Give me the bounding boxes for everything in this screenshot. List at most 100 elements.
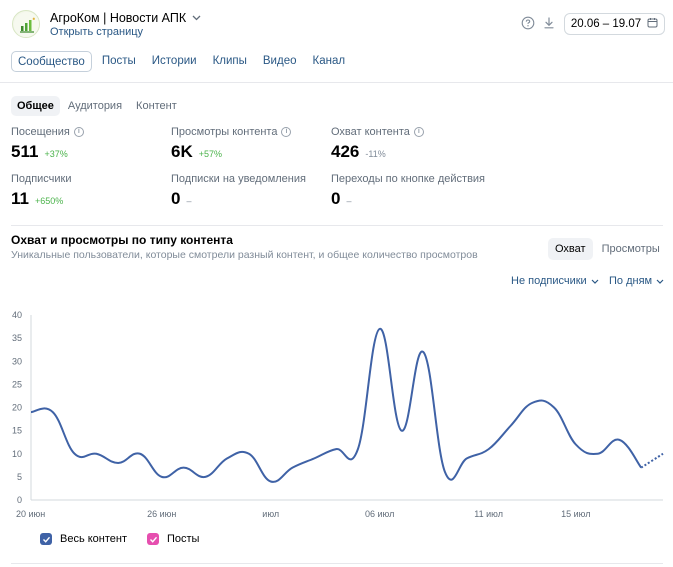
data-point[interactable]	[137, 451, 143, 457]
data-point[interactable]	[311, 455, 317, 461]
data-point[interactable]	[28, 409, 34, 415]
checkbox-checked-icon[interactable]	[147, 533, 159, 545]
data-point[interactable]	[573, 442, 579, 448]
data-point[interactable]	[290, 465, 296, 471]
y-tick-label: 0	[17, 495, 22, 505]
community-avatar[interactable]	[12, 10, 40, 38]
metric-label: Подписки на уведомления	[171, 173, 306, 185]
metric-subscribers: Подписчики 11 +650%	[11, 173, 72, 209]
metric-label: Подписчики	[11, 173, 72, 185]
metric-delta: +57%	[198, 149, 223, 159]
stats-subtabs: Общее Аудитория Контент	[11, 96, 183, 116]
chevron-down-icon	[192, 13, 201, 23]
legend-label: Посты	[167, 533, 200, 545]
section-divider	[11, 225, 663, 226]
x-tick-label: 26 июн	[147, 509, 176, 519]
info-icon[interactable]: i	[281, 127, 292, 137]
reach-line-chart[interactable]: 0 5 10 15 20 25 30 35 40 20 июн 26 июн июл 06 июл 11 …	[0, 300, 673, 525]
data-point[interactable]	[202, 474, 208, 480]
y-tick-label: 20	[12, 403, 22, 413]
audience-filter-label: Не подписчики	[511, 275, 587, 287]
info-icon[interactable]: i	[413, 127, 424, 137]
y-tick-label: 35	[12, 333, 22, 343]
info-icon[interactable]: i	[73, 127, 84, 137]
tab-channel[interactable]: Канал	[312, 55, 346, 67]
calendar-icon	[647, 17, 658, 31]
legend-label: Весь контент	[60, 533, 128, 545]
community-title: АгроКом | Новости АПК	[50, 11, 187, 25]
metric-notification-subs: Подписки на уведомления 0 –	[171, 173, 306, 209]
y-tick-label: 30	[12, 356, 22, 366]
chevron-down-icon	[656, 275, 664, 287]
data-point[interactable]	[398, 428, 404, 434]
series-line-all-content[interactable]	[30, 327, 643, 483]
y-tick-label: 5	[17, 472, 22, 482]
subtab-content[interactable]: Контент	[136, 100, 177, 112]
data-point[interactable]	[464, 455, 470, 461]
metric-delta: -11%	[365, 149, 386, 159]
data-point[interactable]	[486, 446, 492, 452]
metric-toggle: Охват Просмотры	[548, 238, 667, 260]
y-tick-label: 40	[12, 310, 22, 320]
data-point[interactable]	[246, 451, 252, 457]
metric-action-button-clicks: Переходы по кнопке действия 0 –	[331, 173, 485, 209]
data-point[interactable]	[50, 409, 56, 415]
metric-delta: +650%	[34, 196, 64, 206]
data-point[interactable]	[616, 437, 622, 443]
tab-posts[interactable]: Посты	[101, 55, 136, 67]
period-filter-dropdown[interactable]: По дням	[609, 275, 664, 287]
y-tick-label: 25	[12, 379, 22, 389]
subtab-general[interactable]: Общее	[11, 96, 60, 116]
data-point[interactable]	[551, 405, 557, 411]
header-divider	[0, 82, 673, 83]
checkbox-checked-icon[interactable]	[40, 533, 52, 545]
data-point[interactable]	[507, 423, 513, 429]
data-point[interactable]	[159, 474, 165, 480]
help-icon[interactable]	[521, 16, 535, 30]
data-point[interactable]	[420, 349, 426, 355]
tab-stories[interactable]: Истории	[151, 55, 197, 67]
legend-item-posts[interactable]: Посты	[147, 533, 199, 545]
data-point[interactable]	[377, 326, 383, 332]
data-point[interactable]	[115, 460, 121, 466]
metric-value: 426	[331, 142, 360, 161]
metric-delta: +37%	[44, 149, 68, 159]
community-title-dropdown[interactable]: АгроКом | Новости АПК	[50, 11, 201, 25]
y-tick-label: 15	[12, 426, 22, 436]
chart-subtitle: Уникальные пользователи, которые смотрел…	[11, 249, 478, 261]
chart-title: Охват и просмотры по типу контента	[11, 233, 233, 247]
tab-clips[interactable]: Клипы	[212, 55, 247, 67]
data-point[interactable]	[529, 400, 535, 406]
metric-value: 11	[11, 189, 29, 208]
series-line-partial-segment[interactable]	[640, 452, 664, 469]
subtab-audience[interactable]: Аудитория	[67, 100, 123, 112]
data-point[interactable]	[72, 451, 78, 457]
audience-filter-dropdown[interactable]: Не подписчики	[511, 275, 599, 287]
metric-delta: –	[186, 196, 192, 206]
data-point[interactable]	[595, 451, 601, 457]
data-point[interactable]	[333, 446, 339, 452]
data-point[interactable]	[442, 469, 448, 475]
metric-value: 0	[331, 189, 341, 208]
period-filter-label: По дням	[609, 275, 653, 287]
metric-content-reach: Охват контента i 426 -11%	[331, 126, 424, 162]
data-point[interactable]	[224, 455, 230, 461]
data-point[interactable]	[355, 446, 361, 452]
date-range-picker[interactable]: 20.06 – 19.07	[564, 13, 665, 35]
data-point[interactable]	[181, 465, 187, 471]
tab-video[interactable]: Видео	[262, 55, 297, 67]
data-point[interactable]	[268, 479, 274, 485]
tab-community[interactable]: Сообщество	[11, 51, 92, 72]
toggle-reach[interactable]: Охват	[548, 238, 593, 260]
toggle-views[interactable]: Просмотры	[601, 243, 660, 255]
data-point[interactable]	[93, 451, 99, 457]
section-tabs: Сообщество Посты Истории Клипы Видео Кан…	[11, 51, 355, 72]
x-tick-label: 11 июл	[474, 509, 503, 519]
x-tick-label: 06 июл	[365, 509, 394, 519]
download-icon[interactable]	[542, 16, 556, 30]
open-page-link[interactable]: Открыть страницу	[50, 26, 144, 38]
data-point[interactable]	[660, 451, 666, 457]
y-tick-label: 10	[12, 449, 22, 459]
legend-item-all-content[interactable]: Весь контент	[40, 533, 127, 545]
data-point[interactable]	[638, 465, 644, 471]
